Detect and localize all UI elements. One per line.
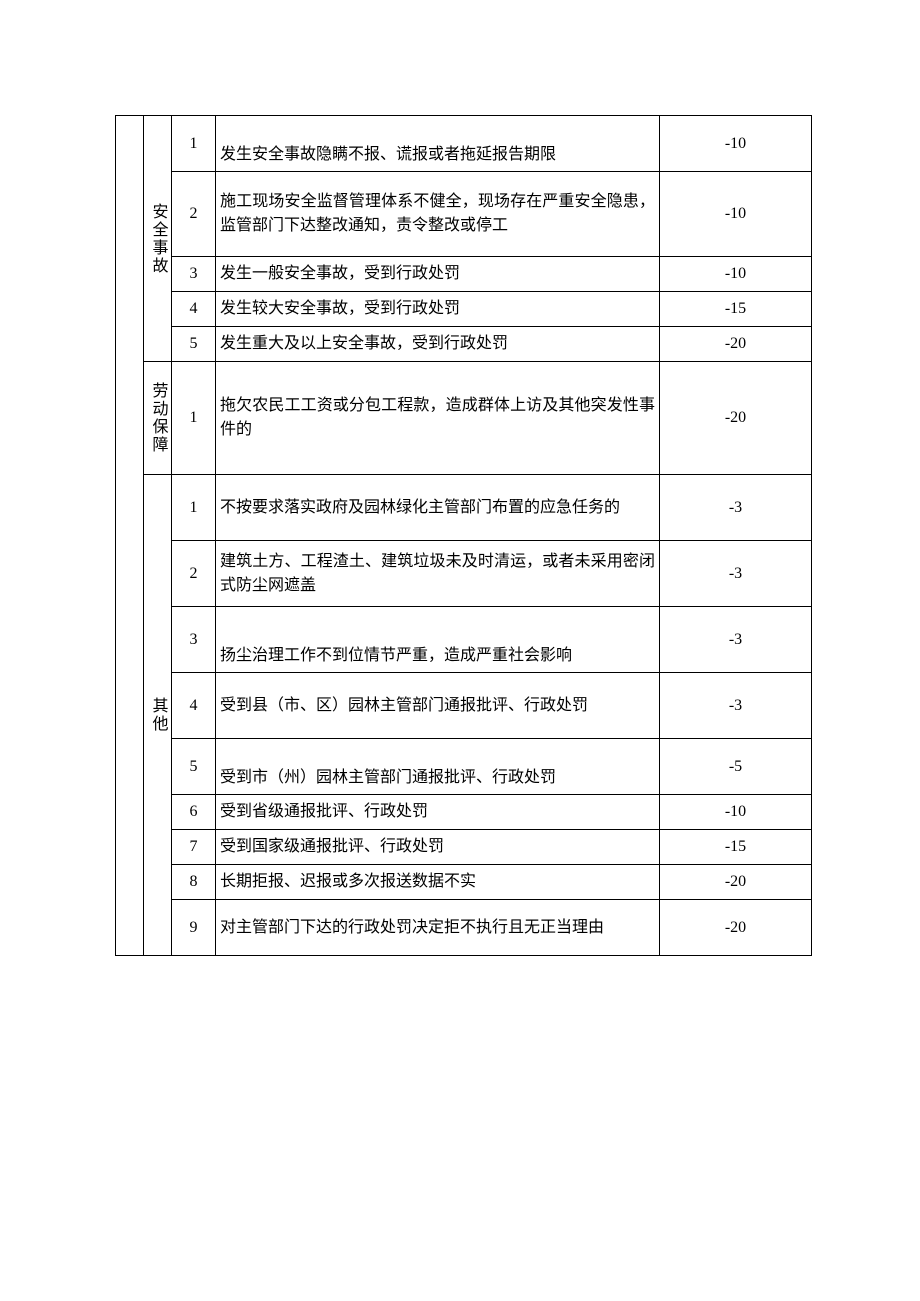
row-description: 发生较大安全事故，受到行政处罚 bbox=[216, 292, 660, 327]
row-score: -20 bbox=[660, 327, 812, 362]
table-row: 劳动保障 1 拖欠农民工工资或分包工程款，造成群体上访及其他突发性事件的 -20 bbox=[116, 362, 812, 475]
row-description: 对主管部门下达的行政处罚决定拒不执行且无正当理由 bbox=[216, 900, 660, 956]
row-score: -5 bbox=[660, 739, 812, 795]
table-row: 其他 1 不按要求落实政府及园林绿化主管部门布置的应急任务的 -3 bbox=[116, 475, 812, 541]
row-description: 发生重大及以上安全事故，受到行政处罚 bbox=[216, 327, 660, 362]
row-score: -10 bbox=[660, 172, 812, 257]
row-number: 5 bbox=[172, 327, 216, 362]
row-description: 施工现场安全监督管理体系不健全，现场存在严重安全隐患，监管部门下达整改通知，责令… bbox=[216, 172, 660, 257]
row-number: 3 bbox=[172, 257, 216, 292]
row-score: -15 bbox=[660, 292, 812, 327]
table-row: 3 发生一般安全事故，受到行政处罚 -10 bbox=[116, 257, 812, 292]
row-description: 不按要求落实政府及园林绿化主管部门布置的应急任务的 bbox=[216, 475, 660, 541]
table-row: 5 受到市（州）园林主管部门通报批评、行政处罚 -5 bbox=[116, 739, 812, 795]
table-row: 2 建筑土方、工程渣土、建筑垃圾未及时清运，或者未采用密闭式防尘网遮盖 -3 bbox=[116, 541, 812, 607]
category-cell: 劳动保障 bbox=[144, 362, 172, 475]
row-description: 受到国家级通报批评、行政处罚 bbox=[216, 830, 660, 865]
row-number: 6 bbox=[172, 795, 216, 830]
row-description: 长期拒报、迟报或多次报送数据不实 bbox=[216, 865, 660, 900]
row-description: 受到市（州）园林主管部门通报批评、行政处罚 bbox=[216, 739, 660, 795]
category-cell: 安全事故 bbox=[144, 116, 172, 362]
row-description: 受到省级通报批评、行政处罚 bbox=[216, 795, 660, 830]
row-score: -20 bbox=[660, 865, 812, 900]
row-number: 4 bbox=[172, 673, 216, 739]
row-number: 4 bbox=[172, 292, 216, 327]
row-number: 5 bbox=[172, 739, 216, 795]
row-number: 1 bbox=[172, 116, 216, 172]
table-row: 3 扬尘治理工作不到位情节严重，造成严重社会影响 -3 bbox=[116, 607, 812, 673]
row-description: 发生一般安全事故，受到行政处罚 bbox=[216, 257, 660, 292]
row-number: 9 bbox=[172, 900, 216, 956]
row-description: 受到县（市、区）园林主管部门通报批评、行政处罚 bbox=[216, 673, 660, 739]
row-description: 拖欠农民工工资或分包工程款，造成群体上访及其他突发性事件的 bbox=[216, 362, 660, 475]
blank-cell bbox=[116, 116, 144, 956]
row-number: 1 bbox=[172, 362, 216, 475]
table-row: 2 施工现场安全监督管理体系不健全，现场存在严重安全隐患，监管部门下达整改通知，… bbox=[116, 172, 812, 257]
row-score: -3 bbox=[660, 673, 812, 739]
table-row: 4 发生较大安全事故，受到行政处罚 -15 bbox=[116, 292, 812, 327]
row-number: 2 bbox=[172, 172, 216, 257]
table-row: 5 发生重大及以上安全事故，受到行政处罚 -20 bbox=[116, 327, 812, 362]
table-row: 安全事故 1 发生安全事故隐瞒不报、谎报或者拖延报告期限 -10 bbox=[116, 116, 812, 172]
row-number: 8 bbox=[172, 865, 216, 900]
row-score: -10 bbox=[660, 116, 812, 172]
table-row: 6 受到省级通报批评、行政处罚 -10 bbox=[116, 795, 812, 830]
row-description: 发生安全事故隐瞒不报、谎报或者拖延报告期限 bbox=[216, 116, 660, 172]
row-description: 扬尘治理工作不到位情节严重，造成严重社会影响 bbox=[216, 607, 660, 673]
row-score: -15 bbox=[660, 830, 812, 865]
row-score: -20 bbox=[660, 900, 812, 956]
table-row: 8 长期拒报、迟报或多次报送数据不实 -20 bbox=[116, 865, 812, 900]
row-number: 2 bbox=[172, 541, 216, 607]
row-score: -10 bbox=[660, 795, 812, 830]
row-score: -3 bbox=[660, 607, 812, 673]
row-score: -20 bbox=[660, 362, 812, 475]
row-number: 7 bbox=[172, 830, 216, 865]
row-score: -3 bbox=[660, 475, 812, 541]
category-cell: 其他 bbox=[144, 475, 172, 956]
row-description: 建筑土方、工程渣土、建筑垃圾未及时清运，或者未采用密闭式防尘网遮盖 bbox=[216, 541, 660, 607]
scoring-table: 安全事故 1 发生安全事故隐瞒不报、谎报或者拖延报告期限 -10 2 施工现场安… bbox=[115, 115, 812, 956]
row-number: 3 bbox=[172, 607, 216, 673]
row-number: 1 bbox=[172, 475, 216, 541]
table-row: 9 对主管部门下达的行政处罚决定拒不执行且无正当理由 -20 bbox=[116, 900, 812, 956]
row-score: -10 bbox=[660, 257, 812, 292]
row-score: -3 bbox=[660, 541, 812, 607]
table-row: 4 受到县（市、区）园林主管部门通报批评、行政处罚 -3 bbox=[116, 673, 812, 739]
table-row: 7 受到国家级通报批评、行政处罚 -15 bbox=[116, 830, 812, 865]
